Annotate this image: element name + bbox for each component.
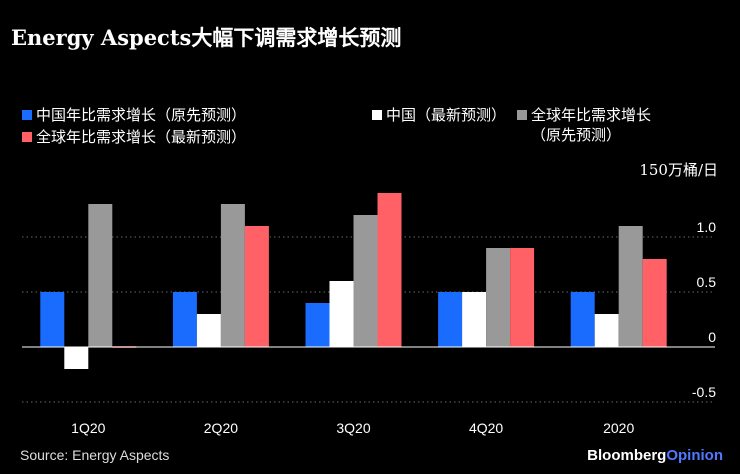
y-tick-label: -0.5 [692,384,716,400]
bar [438,292,463,347]
x-tick-label: 2Q20 [204,420,238,436]
bar [244,226,269,347]
chart-title: Energy Aspects大幅下调需求增长预测 [11,25,402,50]
source-note: Source: Energy Aspects [20,447,170,463]
legend-label: 全球年比需求增长 （原先预测） [531,106,652,144]
legend-label: 全球年比需求增长（最新预测） [36,128,247,146]
bar [64,347,89,369]
bar [305,303,330,347]
bar [594,314,619,347]
bar [377,193,402,347]
bar [172,292,197,347]
bar [353,215,378,347]
x-tick-label: 3Q20 [336,420,370,436]
legend-item-china-latest: 中国（最新预测） [372,105,506,125]
legend-label: 中国年比需求增长（原先预测） [36,106,247,124]
legend-swatch-red [22,132,32,142]
y-tick-label: 0 [708,329,716,345]
legend-swatch-gray [517,110,527,120]
legend-swatch-white [372,110,382,120]
bar [510,248,535,347]
bar [329,281,354,347]
bar [88,204,113,347]
x-tick-label: 1Q20 [71,420,105,436]
x-tick-label: 4Q20 [469,420,503,436]
bloomberg-opinion-logo: BloombergOpinion [587,447,723,464]
legend-item-global-latest: 全球年比需求增长（最新预测） [22,127,246,147]
unit-label: 150万桶/日 [639,161,718,179]
y-tick-label: 1.0 [697,219,717,235]
bar [618,226,643,347]
bar [462,292,487,347]
x-tick-label: 2020 [603,420,634,436]
legend-label: 中国（最新预测） [386,106,507,124]
bar [642,259,667,347]
bar [486,248,511,347]
y-tick-label: 0.5 [697,274,717,290]
bar [40,292,65,347]
legend-item-china-previous: 中国年比需求增长（原先预测） [22,105,246,125]
legend-item-global-previous: 全球年比需求增长 （原先预测） [517,105,651,145]
bar [220,204,245,347]
bar [570,292,595,347]
legend-swatch-blue [22,110,32,120]
bar [196,314,221,347]
